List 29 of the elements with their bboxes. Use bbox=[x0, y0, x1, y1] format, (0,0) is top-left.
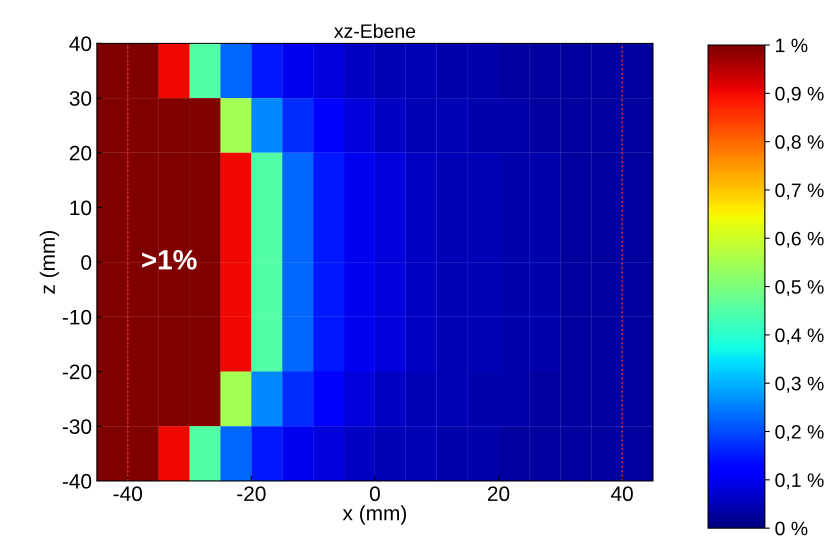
y-tick-label: 0 bbox=[81, 255, 92, 270]
color-bar-label: 1 % bbox=[776, 38, 808, 52]
y-tick-label: -40 bbox=[62, 474, 92, 489]
x-axis-title: x (mm) bbox=[342, 505, 406, 525]
x-tick-label: -40 bbox=[114, 486, 142, 502]
y-tick-label: -30 bbox=[62, 419, 92, 434]
x-tick-label: -20 bbox=[237, 486, 266, 502]
color-bar-label: 0,9 % bbox=[775, 86, 824, 103]
color-bar-label: 0,6 % bbox=[775, 232, 824, 248]
y-tick-label: 20 bbox=[70, 146, 92, 161]
color-bar-label: 0,8 % bbox=[775, 135, 824, 152]
color-bar-label: 0,4 % bbox=[775, 328, 824, 344]
x-tick-label: 20 bbox=[488, 486, 510, 502]
y-tick-label: 10 bbox=[70, 200, 92, 216]
color-bar-label: 0,3 % bbox=[775, 376, 824, 393]
color-bar-label: 0,7 % bbox=[775, 183, 824, 200]
y-axis-title: z (mm) bbox=[40, 231, 60, 294]
chart-title: xz-Ebene bbox=[334, 24, 416, 38]
color-bar-label: 0 % bbox=[775, 522, 808, 536]
y-tick-label: 30 bbox=[70, 91, 92, 106]
color-bar-label: 0,1 % bbox=[775, 473, 824, 490]
x-tick-label: 40 bbox=[610, 486, 633, 502]
y-tick-label: 40 bbox=[69, 36, 92, 52]
y-tick-label: -20 bbox=[62, 364, 92, 380]
y-tick-label: -10 bbox=[62, 310, 92, 325]
x-tick-label: 0 bbox=[370, 486, 380, 502]
color-bar-label: 0,2 % bbox=[775, 424, 824, 442]
color-bar-label: 0,5 % bbox=[775, 280, 824, 296]
annotation: >1% bbox=[142, 250, 197, 270]
